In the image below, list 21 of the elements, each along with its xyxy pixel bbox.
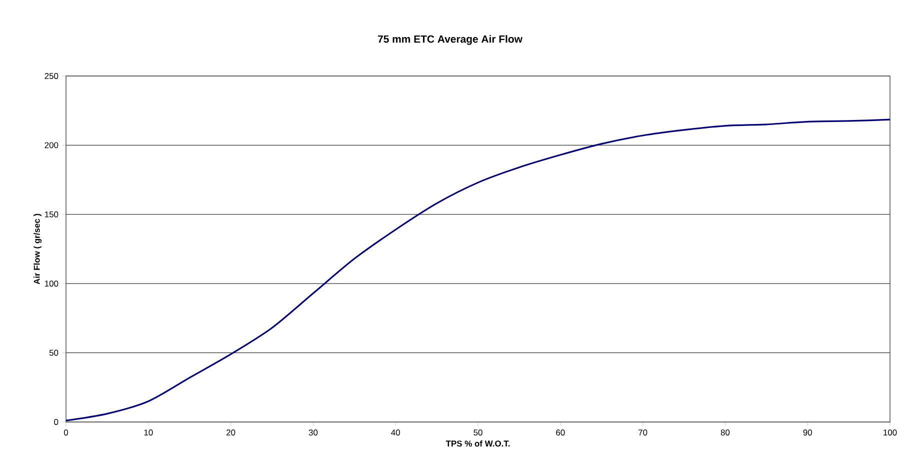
x-tick-label: 80	[720, 430, 730, 436]
y-axis-title: Air Flow ( gr/sec )	[34, 214, 42, 284]
x-tick-label: 60	[556, 430, 565, 436]
x-tick-label: 70	[638, 430, 648, 436]
y-tick-label: 200	[44, 142, 58, 148]
line-series	[66, 118, 890, 422]
x-tick-label: 90	[803, 430, 812, 436]
y-tick-label: 250	[44, 72, 58, 79]
y-tick-label: 50	[49, 350, 58, 356]
x-tick-label: 30	[308, 430, 318, 436]
y-tick-label: 150	[45, 211, 58, 218]
y-tick-label: 0	[54, 418, 58, 425]
x-tick-label: 20	[226, 430, 236, 436]
y-tick-label: 100	[45, 280, 58, 287]
x-tick-label: 50	[474, 430, 482, 436]
x-tick-label: 10	[144, 430, 153, 436]
x-axis-title: TPS % of W.O.T.	[446, 440, 510, 447]
chart-title: 75 mm ETC Average Air Flow	[378, 35, 522, 45]
x-tick-label: 40	[391, 430, 400, 436]
x-tick-label: 0	[64, 430, 68, 436]
x-tick-label: 100	[884, 430, 897, 436]
